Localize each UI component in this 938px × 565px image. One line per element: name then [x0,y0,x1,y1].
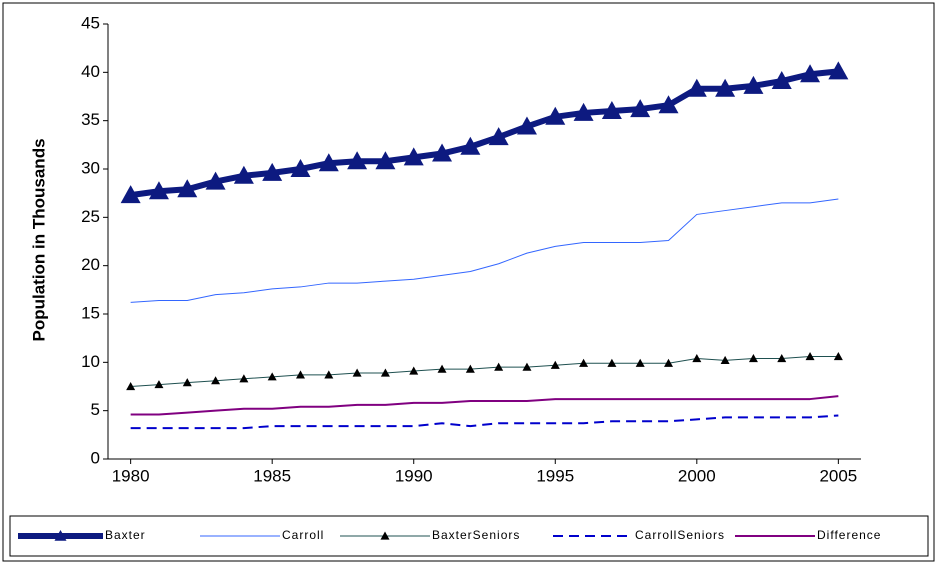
marker [375,151,396,170]
y-tick-label: 10 [81,352,100,371]
marker [805,352,815,361]
marker [177,179,198,198]
legend-label: CarrollSeniors [635,528,725,542]
marker [211,376,221,385]
marker [460,136,481,155]
marker [686,78,707,97]
marker [800,64,821,83]
marker [516,116,537,135]
legend-marker [380,531,390,540]
marker [720,355,730,364]
marker [743,75,764,94]
marker [295,370,305,379]
marker [692,353,702,363]
y-tick-label: 25 [81,207,100,226]
legend-label: Difference [817,528,881,542]
marker [715,78,736,97]
y-tick-label: 30 [81,158,100,177]
x-tick-label: 2005 [819,466,857,485]
marker [120,185,141,204]
marker [630,99,651,118]
marker [324,370,334,379]
marker [777,353,787,363]
y-axis-label: Population in Thousands [29,138,48,341]
marker [409,366,419,375]
y-tick-label: 0 [91,448,100,467]
marker [182,378,192,387]
x-tick-label: 1990 [395,466,433,485]
marker [347,151,368,170]
marker [239,374,249,383]
marker [380,368,390,377]
marker [148,181,169,200]
marker [550,360,560,369]
marker [635,358,645,367]
legend-label: BaxterSeniors [432,528,520,542]
marker [233,165,254,184]
marker [607,358,617,367]
marker [573,102,594,121]
legend-label: Carroll [282,528,324,542]
y-tick-label: 40 [81,62,100,81]
marker [403,147,424,166]
series-line [130,198,839,303]
marker [748,353,758,363]
x-tick-label: 1995 [536,466,574,485]
marker [601,101,622,119]
y-tick-label: 35 [81,110,100,129]
marker [579,358,589,367]
y-tick-label: 20 [81,255,100,274]
marker [154,380,164,389]
legend-marker [54,530,67,541]
marker [318,153,339,172]
y-tick-label: 15 [81,303,100,322]
marker [522,362,532,371]
marker [771,71,792,90]
marker [833,352,843,361]
series-line [130,356,839,387]
x-tick-label: 1980 [112,466,150,485]
series-line [130,395,839,416]
marker [352,368,362,377]
marker [488,127,509,146]
marker [664,358,674,367]
marker [290,159,311,177]
marker [126,382,136,391]
x-tick-label: 2000 [678,466,716,485]
marker [432,143,453,162]
marker [545,106,566,125]
marker [437,364,447,373]
marker [267,372,277,381]
marker [828,61,849,80]
legend-label: Baxter [105,528,146,542]
marker [494,362,504,371]
marker [658,95,679,114]
series-line [130,414,839,430]
marker [262,162,283,181]
marker [205,171,226,190]
marker [465,364,475,373]
x-tick-label: 1985 [253,466,291,485]
y-tick-label: 5 [91,400,100,419]
y-tick-label: 45 [81,13,100,32]
